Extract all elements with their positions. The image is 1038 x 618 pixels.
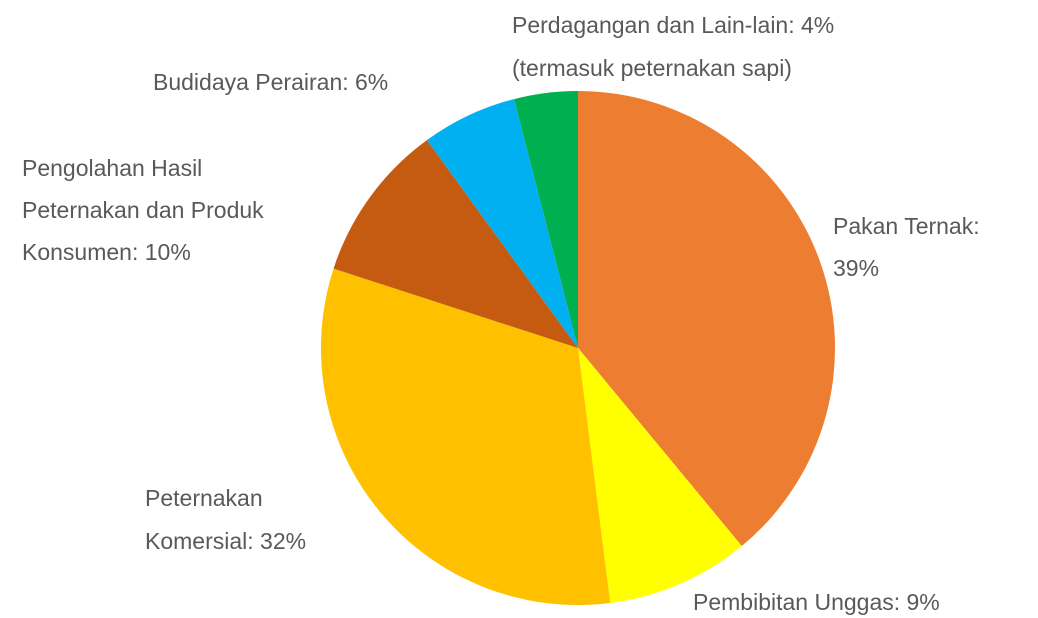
pie-slice: [578, 91, 836, 547]
slice-label: Peternakan: [145, 485, 263, 511]
slice-label: Peternakan dan Produk: [22, 197, 264, 223]
slice-label: Konsumen: 10%: [22, 239, 191, 265]
pie-slice: [514, 91, 578, 348]
slice-label: Komersial: 32%: [145, 528, 306, 554]
slice-label: Budidaya Perairan: 6%: [153, 69, 388, 95]
pie-slice: [320, 268, 611, 605]
slice-label: Perdagangan dan Lain-lain: 4%: [512, 12, 834, 38]
pie-slice: [333, 140, 578, 348]
slice-label: (termasuk peternakan sapi): [512, 55, 792, 81]
slice-label: Pakan Ternak:: [833, 213, 980, 239]
slice-label: Pembibitan Unggas: 9%: [693, 589, 940, 615]
pie-slice: [426, 99, 578, 348]
slice-label: Pengolahan Hasil: [22, 155, 202, 181]
slice-label: 39%: [833, 255, 879, 281]
pie-slice: [578, 348, 742, 603]
